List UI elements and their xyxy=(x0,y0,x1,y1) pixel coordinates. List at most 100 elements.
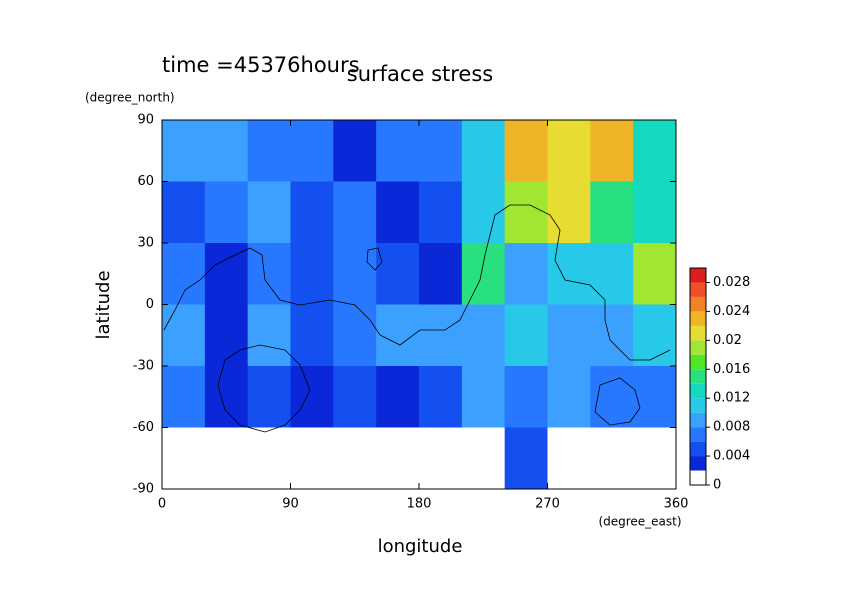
heatmap-cell xyxy=(633,304,677,367)
heatmap-cell xyxy=(376,427,420,490)
heatmap-cell xyxy=(419,243,463,305)
heatmap-cell xyxy=(333,304,377,367)
heatmap-cell xyxy=(504,120,548,182)
heatmap-cell xyxy=(290,427,334,490)
coastlines xyxy=(163,204,671,433)
y-tick-label: 30 xyxy=(137,236,154,251)
heatmap-cell xyxy=(376,181,420,244)
heatmap-cell xyxy=(547,366,591,428)
heatmap-cell xyxy=(633,120,677,182)
heatmap-cell xyxy=(162,243,206,305)
heatmap-cell xyxy=(204,243,249,305)
heatmap-cell xyxy=(333,427,377,490)
heatmap-cell xyxy=(333,181,377,244)
heatmap-cell xyxy=(204,304,249,367)
heatmap-cell xyxy=(590,120,634,182)
y-axis-label: latitude xyxy=(93,270,114,339)
heatmap-cell xyxy=(633,181,677,244)
heatmap-cell xyxy=(376,120,420,182)
heatmap-cell xyxy=(504,181,548,244)
heatmap-cell xyxy=(204,181,249,244)
heatmap-cell xyxy=(162,427,206,490)
coastline xyxy=(366,247,383,271)
heatmap-cell xyxy=(162,366,206,428)
colorbar-bin xyxy=(690,311,706,326)
colorbar-frame xyxy=(689,267,707,486)
heatmap-cell xyxy=(247,304,291,367)
colorbar-bin xyxy=(690,369,706,384)
heatmap-cell xyxy=(547,304,591,367)
heatmap-cell xyxy=(419,366,463,428)
colorbar-bin xyxy=(690,441,706,457)
heatmap-cell xyxy=(290,304,334,367)
heatmap-cell xyxy=(590,243,634,305)
heatmap-cell xyxy=(504,304,548,367)
heatmap-cell xyxy=(290,366,334,428)
heatmap-cell xyxy=(547,120,591,182)
colorbar-tick-label: 0.028 xyxy=(713,275,750,290)
heatmap-cell xyxy=(376,243,420,305)
x-unit: (degree_east) xyxy=(598,515,681,529)
y-tick-label: 90 xyxy=(137,113,154,128)
colorbar-bin xyxy=(690,383,706,399)
heatmap-cell xyxy=(461,243,506,305)
heatmap-cell xyxy=(461,366,506,428)
heatmap-cells xyxy=(162,120,677,490)
colorbar-bin xyxy=(690,282,706,297)
heatmap-cell xyxy=(633,427,677,490)
heatmap-cell xyxy=(633,366,677,428)
colorbar-bin xyxy=(690,412,706,428)
x-tick-label: 360 xyxy=(664,497,689,512)
heatmap-cell xyxy=(504,243,548,305)
colorbar-bin xyxy=(690,398,706,413)
heatmap-cell xyxy=(247,243,291,305)
colorbar-tick-label: 0.004 xyxy=(713,449,750,464)
x-tick-label: 180 xyxy=(407,497,432,512)
heatmap-cell xyxy=(590,366,634,428)
heatmap-cell xyxy=(419,181,463,244)
subtitle: time =45376hours xyxy=(162,53,360,77)
colorbar-bin xyxy=(690,340,706,355)
colorbar-tick-label: 0 xyxy=(713,478,721,493)
heatmap-cell xyxy=(162,181,206,244)
y-tick-label: -90 xyxy=(133,482,154,497)
heatmap-cell xyxy=(333,366,377,428)
x-tick-label: 0 xyxy=(158,497,166,512)
axes: 0 90 180 270 360 -90 -60 -30 0 30 60 90 xyxy=(133,113,689,512)
heatmap-cell xyxy=(204,120,249,182)
heatmap-cell xyxy=(547,181,591,244)
y-tick-label: -60 xyxy=(133,420,154,435)
heatmap-cell xyxy=(461,304,506,367)
colorbar-bin xyxy=(690,268,706,283)
heatmap-cell xyxy=(419,304,463,367)
heatmap-cell xyxy=(461,120,506,182)
heatmap-cell xyxy=(419,427,463,490)
coastline xyxy=(217,344,311,433)
x-tick-label: 270 xyxy=(535,497,560,512)
heatmap-cell xyxy=(590,427,634,490)
chart-title: surface stress xyxy=(347,62,493,86)
heatmap-cell xyxy=(547,243,591,305)
colorbar-tick-label: 0.024 xyxy=(713,304,750,319)
colorbar-tick-label: 0.008 xyxy=(713,420,750,435)
heatmap-cell xyxy=(162,120,206,182)
colorbar-tick-label: 0.02 xyxy=(713,333,742,348)
heatmap-cell xyxy=(461,427,506,490)
y-tick-label: 60 xyxy=(137,174,154,189)
colorbar-bin xyxy=(690,456,706,471)
y-tick-label: -30 xyxy=(133,359,154,374)
heatmap-cell xyxy=(504,427,548,490)
heatmap-cell xyxy=(162,304,206,367)
heatmap-cell xyxy=(547,427,591,490)
heatmap-cell xyxy=(290,120,334,182)
x-axis-label: longitude xyxy=(378,536,463,557)
coastline xyxy=(594,377,641,426)
heatmap-cell xyxy=(247,120,291,182)
heatmap-cell xyxy=(419,120,463,182)
heatmap-cell xyxy=(247,181,291,244)
heatmap-cell xyxy=(461,181,506,244)
colorbar-bin xyxy=(690,354,706,370)
x-tick-label: 90 xyxy=(282,497,299,512)
colorbar: 0 0.004 0.008 0.012 0.016 0.02 0.024 0.028 xyxy=(689,267,750,493)
